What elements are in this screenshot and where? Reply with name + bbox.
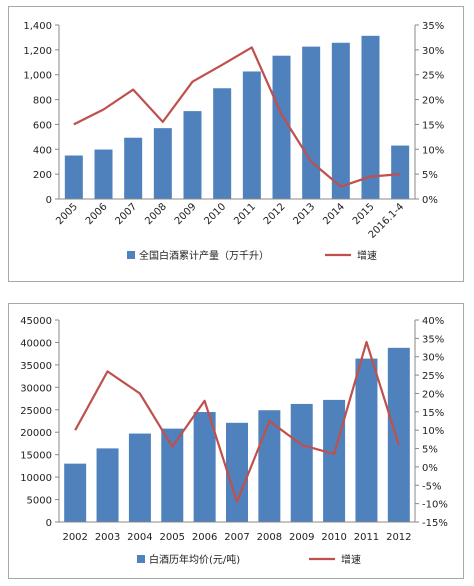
left-tick-label: 15000 xyxy=(20,451,52,462)
category-label: 2005 xyxy=(54,201,80,227)
bar-2012 xyxy=(387,347,410,522)
bar-2011 xyxy=(242,71,261,199)
category-label: 2006 xyxy=(192,532,217,543)
category-label: 2003 xyxy=(95,532,120,543)
category-label: 2008 xyxy=(143,201,169,227)
bar-2015 xyxy=(361,35,380,199)
category-label: 2014 xyxy=(321,201,347,227)
right-tick-label: 0% xyxy=(422,195,438,206)
category-label: 2009 xyxy=(289,532,314,543)
bar-2005 xyxy=(64,155,83,199)
right-tick-label: 35% xyxy=(422,21,444,32)
left-tick-label: 200 xyxy=(33,170,52,181)
bar-2007 xyxy=(124,137,143,199)
price-chart: 0 5000 10000 15000 20000 25000 30000 35000 40000… xyxy=(20,316,448,566)
right-tick-label: 10% xyxy=(422,145,444,156)
bar-2010 xyxy=(213,88,232,199)
category-label: 2005 xyxy=(160,532,185,543)
category-label: 2007 xyxy=(114,201,140,227)
bar-2014 xyxy=(331,42,350,199)
left-tick-label: 600 xyxy=(33,120,52,131)
left-tick-label: 5000 xyxy=(27,496,52,507)
legend: 全国白酒累计产量（万千升） 增速 xyxy=(127,249,377,262)
left-tick-label: 20000 xyxy=(20,428,52,439)
right-tick-label: 5% xyxy=(422,170,438,181)
bar-2009 xyxy=(183,111,202,199)
right-tick-label: 20% xyxy=(422,96,444,107)
left-tick-label: 40000 xyxy=(20,338,52,349)
left-tick-label: 800 xyxy=(33,96,52,107)
bar-2012 xyxy=(272,55,291,199)
left-tick-label: 45000 xyxy=(20,316,52,327)
bar-2010 xyxy=(323,399,346,522)
left-tick-label: 0 xyxy=(46,195,52,206)
bar-2005 xyxy=(161,428,184,522)
right-tick-label: 25% xyxy=(422,71,444,82)
legend-line-label: 增速 xyxy=(357,249,377,262)
chart-panel-price: 0 5000 10000 15000 20000 25000 30000 35000 40000… xyxy=(8,303,464,579)
category-label: 2011 xyxy=(232,201,258,227)
bar-2004 xyxy=(128,433,151,522)
legend: 白酒历年均价(元/吨) 增速 xyxy=(137,553,361,566)
right-tick-label: 30% xyxy=(422,46,444,57)
chart-panel-production: 0 200 400 600 800 1,000 1,200 1,400 0% 5% 10% 15% 20… xyxy=(8,6,464,282)
category-label: 2011 xyxy=(354,532,379,543)
left-tick-label: 0 xyxy=(46,518,52,529)
right-tick-label: 25% xyxy=(422,371,444,382)
bar-2011 xyxy=(355,358,378,522)
left-tick-label: 1,000 xyxy=(23,71,52,82)
right-tick-label: 35% xyxy=(422,334,444,345)
legend-bar-label: 白酒历年均价(元/吨) xyxy=(149,553,240,566)
legend-bar-label: 全国白酒累计产量（万千升） xyxy=(139,249,269,262)
right-tick-label: 0% xyxy=(422,463,438,474)
bar-2009 xyxy=(290,403,313,522)
left-tick-label: 10000 xyxy=(20,473,52,484)
legend-bar-swatch xyxy=(127,251,135,259)
right-tick-label: 20% xyxy=(422,389,444,400)
category-label: 2002 xyxy=(62,532,87,543)
bar-2013 xyxy=(302,46,321,199)
category-label: 2006 xyxy=(84,201,110,227)
category-label: 2010 xyxy=(203,201,229,227)
growth-line xyxy=(73,46,401,188)
category-label: 2007 xyxy=(224,532,249,543)
legend-bar-swatch xyxy=(137,555,145,563)
right-tick-label: 5% xyxy=(422,445,438,456)
bar-2003 xyxy=(96,448,119,522)
category-label: 2010 xyxy=(321,532,346,543)
legend-line-label: 增速 xyxy=(341,553,361,566)
right-tick-label: -5% xyxy=(422,481,441,492)
right-tick-label: 10% xyxy=(422,426,444,437)
category-label: 2009 xyxy=(173,201,199,227)
left-tick-label: 25000 xyxy=(20,406,52,417)
bar-2002 xyxy=(64,463,87,522)
right-tick-label: -10% xyxy=(422,500,448,511)
right-tick-label: 15% xyxy=(422,120,444,131)
category-label: 2008 xyxy=(257,532,282,543)
category-label: 2015 xyxy=(351,201,377,227)
bar-2008 xyxy=(153,128,172,199)
category-label: 2004 xyxy=(127,532,152,543)
production-chart: 0 200 400 600 800 1,000 1,200 1,400 0% 5% 10% 15% 20… xyxy=(23,21,444,262)
left-tick-label: 400 xyxy=(33,145,52,156)
left-tick-label: 1,200 xyxy=(23,46,52,57)
right-tick-label: 15% xyxy=(422,408,444,419)
left-tick-label: 30000 xyxy=(20,383,52,394)
category-label: 2012 xyxy=(262,201,288,227)
bar-2007 xyxy=(226,422,248,522)
right-tick-label: 30% xyxy=(422,353,444,364)
left-tick-label: 1,400 xyxy=(23,21,52,32)
category-label: 2013 xyxy=(292,201,318,227)
bar-2006 xyxy=(193,412,216,522)
bar-2016.1-4 xyxy=(391,145,410,199)
right-tick-label: -15% xyxy=(422,518,448,529)
bar-2008 xyxy=(258,410,281,522)
bar-2006 xyxy=(94,149,113,199)
right-tick-label: 40% xyxy=(422,316,444,327)
left-tick-label: 35000 xyxy=(20,361,52,372)
category-label: 2012 xyxy=(386,532,411,543)
